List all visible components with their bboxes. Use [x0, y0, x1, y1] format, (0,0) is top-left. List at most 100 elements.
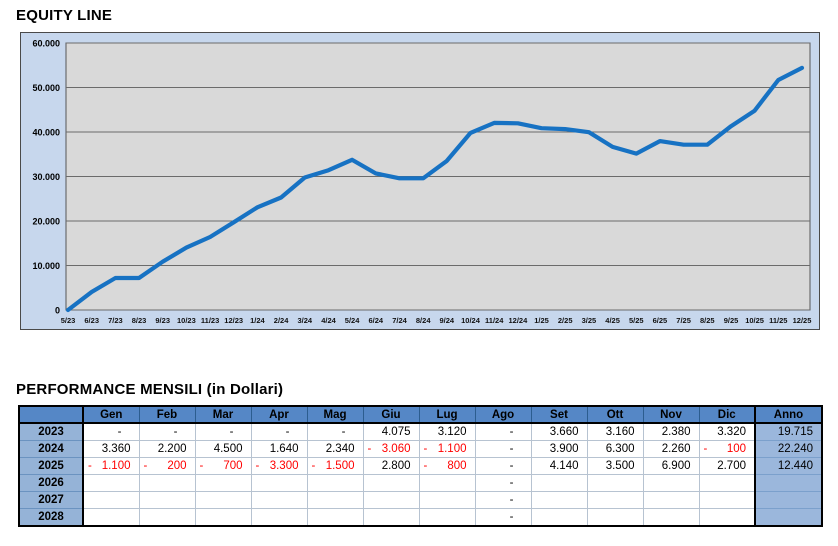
- table-cell[interactable]: [82, 474, 140, 492]
- table-cell[interactable]: -: [474, 491, 532, 509]
- table-cell[interactable]: 2.700: [698, 457, 756, 475]
- table-cell[interactable]: 4.075: [362, 422, 420, 441]
- anno-cell[interactable]: 12.440: [754, 457, 823, 475]
- table-cell[interactable]: [698, 491, 756, 509]
- table-cell[interactable]: 2.200: [138, 440, 196, 458]
- table-cell[interactable]: [642, 474, 700, 492]
- table-cell[interactable]: [82, 491, 140, 509]
- table-cell[interactable]: [418, 474, 476, 492]
- row-header-2023[interactable]: 2023: [19, 422, 84, 441]
- table-cell[interactable]: 2.800: [362, 457, 420, 475]
- table-cell[interactable]: [642, 491, 700, 509]
- table-cell[interactable]: 6.900: [642, 457, 700, 475]
- row-header-2026[interactable]: 2026: [19, 474, 84, 492]
- table-cell[interactable]: -: [474, 422, 532, 441]
- table-cell[interactable]: 4.140: [530, 457, 588, 475]
- table-cell[interactable]: 3.120: [418, 422, 476, 441]
- col-header-dic[interactable]: Dic: [698, 406, 755, 424]
- col-header-mar[interactable]: Mar: [194, 406, 251, 424]
- table-cell[interactable]: -3.060: [362, 440, 420, 458]
- col-header-lug[interactable]: Lug: [418, 406, 475, 424]
- anno-cell[interactable]: 19.715: [754, 422, 823, 441]
- table-cell[interactable]: -: [82, 422, 140, 441]
- table-cell[interactable]: -: [250, 422, 308, 441]
- table-cell[interactable]: [194, 474, 252, 492]
- table-cell[interactable]: [250, 474, 308, 492]
- table-cell[interactable]: [362, 491, 420, 509]
- table-cell[interactable]: -200: [138, 457, 196, 475]
- table-cell[interactable]: [82, 508, 140, 527]
- table-cell[interactable]: 2.260: [642, 440, 700, 458]
- table-cell[interactable]: 1.640: [250, 440, 308, 458]
- table-cell[interactable]: [698, 508, 756, 527]
- row-header-2024[interactable]: 2024: [19, 440, 84, 458]
- col-header-anno[interactable]: Anno: [754, 406, 822, 424]
- row-header-2028[interactable]: 2028: [19, 508, 84, 526]
- col-header-feb[interactable]: Feb: [138, 406, 195, 424]
- table-cell[interactable]: 3.500: [586, 457, 644, 475]
- table-cell[interactable]: -: [474, 457, 532, 475]
- table-cell[interactable]: [362, 474, 420, 492]
- table-cell[interactable]: 4.500: [194, 440, 252, 458]
- table-cell[interactable]: 3.320: [698, 422, 756, 441]
- table-cell[interactable]: [530, 474, 588, 492]
- table-cell[interactable]: [530, 491, 588, 509]
- table-cell[interactable]: [586, 474, 644, 492]
- corner-cell[interactable]: [19, 406, 84, 424]
- col-header-apr[interactable]: Apr: [250, 406, 307, 424]
- col-header-set[interactable]: Set: [530, 406, 587, 424]
- table-cell[interactable]: 3.660: [530, 422, 588, 441]
- table-cell[interactable]: 3.160: [586, 422, 644, 441]
- anno-cell[interactable]: [754, 491, 823, 509]
- table-cell[interactable]: -: [474, 508, 532, 527]
- table-cell[interactable]: -800: [418, 457, 476, 475]
- anno-cell[interactable]: [754, 474, 823, 492]
- table-cell[interactable]: 3.900: [530, 440, 588, 458]
- table-cell[interactable]: [586, 491, 644, 509]
- table-cell[interactable]: [362, 508, 420, 527]
- row-header-2025[interactable]: 2025: [19, 457, 84, 475]
- table-cell[interactable]: [138, 474, 196, 492]
- table-cell[interactable]: [418, 508, 476, 527]
- table-cell[interactable]: -1.100: [418, 440, 476, 458]
- table-cell[interactable]: [194, 491, 252, 509]
- table-cell[interactable]: -1.100: [82, 457, 140, 475]
- row-header-2027[interactable]: 2027: [19, 491, 84, 509]
- col-header-ott[interactable]: Ott: [586, 406, 643, 424]
- table-cell[interactable]: [698, 474, 756, 492]
- col-header-nov[interactable]: Nov: [642, 406, 699, 424]
- table-cell[interactable]: [138, 491, 196, 509]
- table-cell[interactable]: -: [474, 474, 532, 492]
- anno-cell[interactable]: 22.240: [754, 440, 823, 458]
- table-cell[interactable]: [250, 491, 308, 509]
- table-cell[interactable]: [306, 474, 364, 492]
- table-cell[interactable]: [194, 508, 252, 527]
- table-cell[interactable]: -: [194, 422, 252, 441]
- col-header-giu[interactable]: Giu: [362, 406, 419, 424]
- col-header-ago[interactable]: Ago: [474, 406, 531, 424]
- table-cell[interactable]: -: [474, 440, 532, 458]
- table-cell[interactable]: -: [138, 422, 196, 441]
- table-cell[interactable]: [250, 508, 308, 527]
- table-cell[interactable]: -700: [194, 457, 252, 475]
- x-axis-tick-label: 2/24: [274, 316, 289, 325]
- table-cell[interactable]: [642, 508, 700, 527]
- col-header-gen[interactable]: Gen: [82, 406, 139, 424]
- table-cell[interactable]: -100: [698, 440, 756, 458]
- table-cell[interactable]: [586, 508, 644, 527]
- table-cell[interactable]: [306, 508, 364, 527]
- table-cell[interactable]: 3.360: [82, 440, 140, 458]
- table-cell[interactable]: [418, 491, 476, 509]
- anno-cell[interactable]: [754, 508, 823, 527]
- table-cell[interactable]: [306, 491, 364, 509]
- table-cell[interactable]: -: [306, 422, 364, 441]
- col-header-mag[interactable]: Mag: [306, 406, 363, 424]
- table-cell[interactable]: -3.300: [250, 457, 308, 475]
- table-cell[interactable]: 2.380: [642, 422, 700, 441]
- table-cell[interactable]: [530, 508, 588, 527]
- table-cell[interactable]: 2.340: [306, 440, 364, 458]
- table-cell[interactable]: 6.300: [586, 440, 644, 458]
- table-cell[interactable]: [138, 508, 196, 527]
- table-cell[interactable]: -1.500: [306, 457, 364, 475]
- equity-line-chart[interactable]: 0 10.000 20.000 30.000 40.000 50.000 60.000 5/2…: [20, 32, 820, 330]
